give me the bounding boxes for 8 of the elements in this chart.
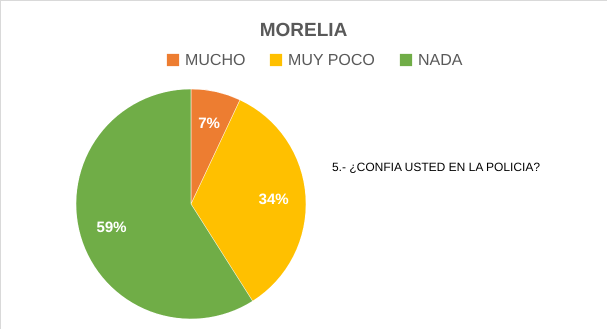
chart-title: MORELIA	[260, 20, 348, 41]
data-label: 7%	[198, 115, 220, 132]
text: 5.- ¿CONFIA USTED EN LA POLICIA?	[332, 160, 540, 174]
data-label: 59%	[96, 219, 127, 236]
data-label: 34%	[258, 190, 289, 208]
legend-label: MUY POCO	[288, 52, 375, 69]
legend-label: MUCHO	[185, 52, 246, 69]
legend-label: NADA	[418, 52, 463, 69]
